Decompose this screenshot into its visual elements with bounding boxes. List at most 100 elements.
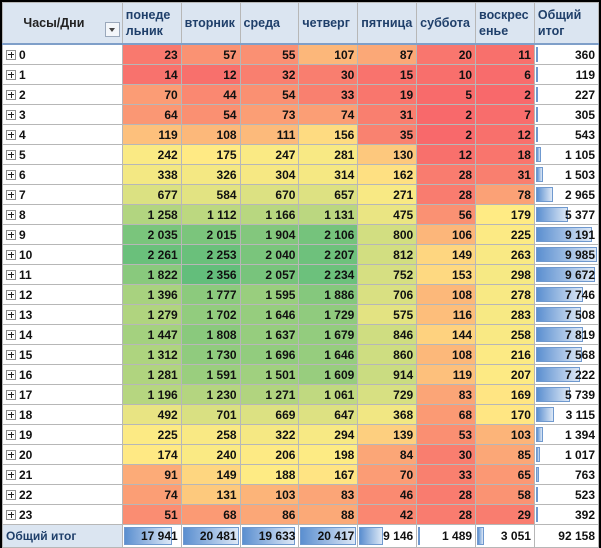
- value-cell[interactable]: 846: [357, 324, 418, 345]
- hour-cell[interactable]: 10: [2, 244, 123, 265]
- value-cell[interactable]: 271: [357, 184, 418, 205]
- value-cell[interactable]: 68: [180, 504, 241, 525]
- value-cell[interactable]: 28: [416, 164, 477, 185]
- value-cell[interactable]: 169: [475, 384, 535, 405]
- value-cell[interactable]: 149: [416, 244, 477, 265]
- value-cell[interactable]: 108: [416, 284, 477, 305]
- value-cell[interactable]: 10: [416, 64, 477, 85]
- expand-icon[interactable]: [6, 309, 16, 320]
- value-cell[interactable]: 198: [298, 444, 359, 465]
- value-cell[interactable]: 1 777: [180, 284, 241, 305]
- value-cell[interactable]: 51: [121, 504, 182, 525]
- value-cell[interactable]: 153: [416, 264, 477, 285]
- value-cell[interactable]: 1 591: [180, 364, 241, 385]
- value-cell[interactable]: 2 261: [121, 244, 182, 265]
- value-cell[interactable]: 752: [357, 264, 418, 285]
- row-total-cell[interactable]: 7 819: [533, 324, 600, 345]
- value-cell[interactable]: 130: [357, 144, 418, 165]
- value-cell[interactable]: 35: [357, 124, 418, 145]
- row-total-cell[interactable]: 9 191: [533, 224, 600, 245]
- hour-cell[interactable]: 15: [2, 344, 123, 365]
- value-cell[interactable]: 74: [298, 104, 359, 125]
- expand-icon[interactable]: [6, 389, 16, 400]
- value-cell[interactable]: 2 015: [180, 224, 241, 245]
- value-cell[interactable]: 30: [416, 444, 477, 465]
- row-total-cell[interactable]: 523: [533, 484, 600, 505]
- value-cell[interactable]: 70: [357, 464, 418, 485]
- value-cell[interactable]: 1 112: [180, 204, 241, 225]
- column-total-cell[interactable]: 17 941: [121, 524, 182, 548]
- value-cell[interactable]: 84: [357, 444, 418, 465]
- value-cell[interactable]: 88: [298, 504, 359, 525]
- value-cell[interactable]: 179: [475, 204, 535, 225]
- row-total-cell[interactable]: 1 017: [533, 444, 600, 465]
- row-total-cell[interactable]: 392: [533, 504, 600, 525]
- value-cell[interactable]: 139: [357, 424, 418, 445]
- value-cell[interactable]: 304: [239, 164, 300, 185]
- value-cell[interactable]: 46: [357, 484, 418, 505]
- expand-icon[interactable]: [6, 169, 16, 180]
- expand-icon[interactable]: [6, 349, 16, 360]
- value-cell[interactable]: 225: [121, 424, 182, 445]
- row-total-cell[interactable]: 5 739: [533, 384, 600, 405]
- value-cell[interactable]: 44: [180, 84, 241, 105]
- row-total-cell[interactable]: 7 508: [533, 304, 600, 325]
- value-cell[interactable]: 670: [239, 184, 300, 205]
- hour-cell[interactable]: 20: [2, 444, 123, 465]
- value-cell[interactable]: 108: [180, 124, 241, 145]
- value-cell[interactable]: 242: [121, 144, 182, 165]
- hour-cell[interactable]: 19: [2, 424, 123, 445]
- value-cell[interactable]: 322: [239, 424, 300, 445]
- value-cell[interactable]: 73: [239, 104, 300, 125]
- column-total-cell[interactable]: 19 633: [239, 524, 300, 548]
- value-cell[interactable]: 240: [180, 444, 241, 465]
- value-cell[interactable]: 368: [357, 404, 418, 425]
- hour-cell[interactable]: 21: [2, 464, 123, 485]
- value-cell[interactable]: 1 637: [239, 324, 300, 345]
- value-cell[interactable]: 29: [475, 504, 535, 525]
- value-cell[interactable]: 584: [180, 184, 241, 205]
- value-cell[interactable]: 314: [298, 164, 359, 185]
- row-total-cell[interactable]: 7 746: [533, 284, 600, 305]
- hour-cell[interactable]: 3: [2, 104, 123, 125]
- value-cell[interactable]: 669: [239, 404, 300, 425]
- column-total-cell[interactable]: 3 051: [475, 524, 535, 548]
- row-total-cell[interactable]: 5 377: [533, 204, 600, 225]
- value-cell[interactable]: 28: [416, 484, 477, 505]
- hour-cell[interactable]: 8: [2, 204, 123, 225]
- row-total-cell[interactable]: 1 503: [533, 164, 600, 185]
- value-cell[interactable]: 1 702: [180, 304, 241, 325]
- value-cell[interactable]: 188: [239, 464, 300, 485]
- value-cell[interactable]: 103: [475, 424, 535, 445]
- value-cell[interactable]: 70: [121, 84, 182, 105]
- hour-cell[interactable]: 14: [2, 324, 123, 345]
- value-cell[interactable]: 56: [416, 204, 477, 225]
- value-cell[interactable]: 1 886: [298, 284, 359, 305]
- expand-icon[interactable]: [6, 429, 16, 440]
- value-cell[interactable]: 1 609: [298, 364, 359, 385]
- expand-icon[interactable]: [6, 409, 16, 420]
- hour-cell[interactable]: 1: [2, 64, 123, 85]
- expand-icon[interactable]: [6, 69, 16, 80]
- value-cell[interactable]: 1 279: [121, 304, 182, 325]
- row-total-cell[interactable]: 7 568: [533, 344, 600, 365]
- value-cell[interactable]: 32: [239, 64, 300, 85]
- value-cell[interactable]: 18: [475, 144, 535, 165]
- value-cell[interactable]: 91: [121, 464, 182, 485]
- row-total-cell[interactable]: 7 222: [533, 364, 600, 385]
- value-cell[interactable]: 144: [416, 324, 477, 345]
- value-cell[interactable]: 1 312: [121, 344, 182, 365]
- value-cell[interactable]: 42: [357, 504, 418, 525]
- value-cell[interactable]: 1 271: [239, 384, 300, 405]
- value-cell[interactable]: 326: [180, 164, 241, 185]
- row-total-cell[interactable]: 9 672: [533, 264, 600, 285]
- hour-cell[interactable]: 9: [2, 224, 123, 245]
- expand-icon[interactable]: [6, 509, 16, 520]
- value-cell[interactable]: 57: [180, 43, 241, 65]
- expand-icon[interactable]: [6, 89, 16, 100]
- value-cell[interactable]: 31: [357, 104, 418, 125]
- value-cell[interactable]: 20: [416, 43, 477, 65]
- value-cell[interactable]: 1 822: [121, 264, 182, 285]
- value-cell[interactable]: 1 396: [121, 284, 182, 305]
- value-cell[interactable]: 2 035: [121, 224, 182, 245]
